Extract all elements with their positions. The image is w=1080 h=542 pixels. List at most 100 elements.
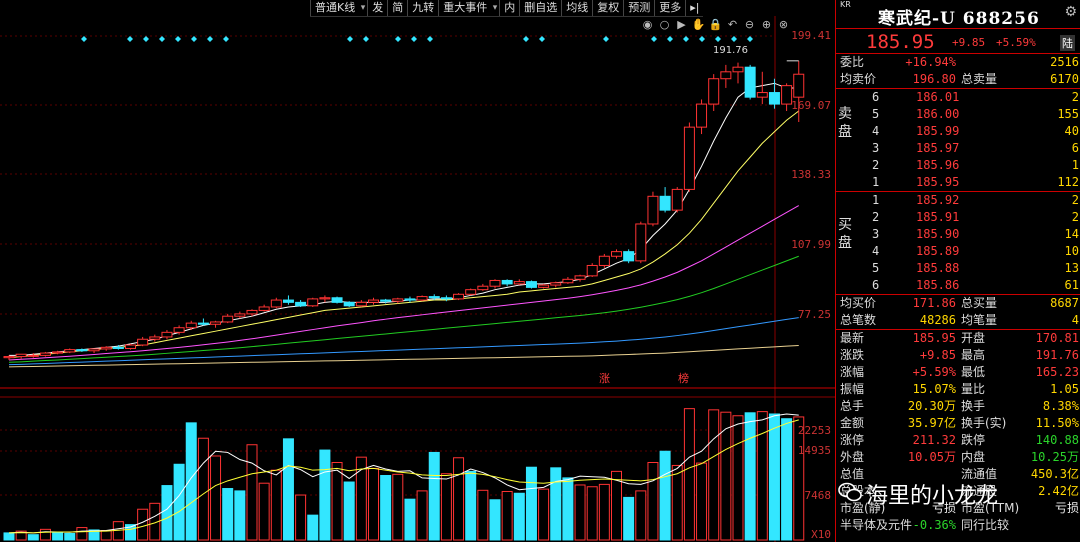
stats-row: 涨幅 +5.59% 最低 165.23 (836, 364, 1080, 381)
close-icon[interactable]: ⊗ (778, 18, 789, 31)
volume-tick-label: 22253 (797, 424, 831, 437)
buys-level-row[interactable]: 5 185.88 13 (836, 260, 1080, 277)
zoom-out-icon[interactable]: ⊖ (744, 18, 755, 31)
volume-bar (137, 508, 149, 541)
stats-label: 流通股 (961, 484, 998, 498)
sells-volume: 1 (1071, 158, 1079, 172)
summary1-label: 均卖价 (840, 72, 877, 86)
stats-value: 亏损 (1054, 501, 1079, 515)
signal-diamond-marker (395, 36, 401, 42)
candle-body (307, 298, 319, 307)
buys-volume: 14 (1064, 227, 1079, 241)
buys-level: 4 (872, 244, 880, 258)
hand-icon[interactable]: ✋ (691, 18, 706, 31)
remove-watchlist-button[interactable]: 删自选 (519, 0, 561, 16)
candle-body (210, 321, 222, 325)
kline-chart-area[interactable]: 普通K线 发 简 九转 重大事件 内 删自选 均线 复权 预测 更多 ▸| ◉ … (0, 0, 835, 542)
signal-diamond-marker (175, 36, 181, 42)
signal-bang-marker[interactable]: 榜 (678, 372, 689, 385)
stats-row: 涨跌 +9.85 最高 191.76 (836, 347, 1080, 364)
stats-label: 开盘 (961, 331, 986, 345)
volume-bar (270, 469, 282, 541)
toolbar-jiuzhuan[interactable]: 九转 (407, 0, 438, 16)
stats-label: 涨停 (840, 433, 865, 447)
kline-type-dropdown[interactable]: 普通K线 (310, 0, 367, 16)
zoom-in-icon[interactable]: ⊕ (761, 18, 772, 31)
summary1-row: 均卖价 196.80 总卖量 6170 (836, 71, 1080, 88)
stats-label: 市盈(TTM) (961, 501, 1020, 515)
volume-ma-line (8, 413, 799, 534)
sells-level-row[interactable]: 4 185.99 40 (836, 123, 1080, 140)
signal-diamond-marker (539, 36, 545, 42)
signal-zhang-marker[interactable]: 涨 (599, 372, 610, 385)
eye-icon[interactable]: ◉ (642, 18, 653, 31)
candle-body (392, 298, 404, 302)
sells-level-row[interactable]: 2 185.96 1 (836, 157, 1080, 174)
candle-body (15, 353, 27, 358)
volume-bar (453, 457, 465, 541)
play-icon[interactable]: ▶ (677, 18, 686, 31)
toolbar-jian[interactable]: 简 (387, 0, 407, 16)
toolbar-nei[interactable]: 内 (499, 0, 519, 16)
signal-diamond-marker (427, 36, 433, 42)
stats-label: 最高 (961, 348, 986, 362)
candle-body (52, 351, 64, 354)
candle-body (586, 264, 598, 277)
sells-level-row[interactable]: 6 186.01 2 (836, 89, 1080, 106)
volume-tick-label: 14935 (797, 444, 831, 457)
signal-diamond-marker (603, 36, 609, 42)
volume-bar (39, 528, 51, 541)
buys-level: 6 (872, 278, 880, 292)
toolbar-end-button[interactable]: ▸| (685, 0, 703, 16)
kline-svg[interactable] (0, 0, 835, 542)
candle-body (76, 349, 88, 352)
sells-level-row[interactable]: 5 186.00 155 (836, 106, 1080, 123)
candle-body (380, 299, 392, 302)
buys-price: 185.90 (916, 227, 960, 241)
buys-level-row[interactable]: 2 185.91 2 (836, 209, 1080, 226)
moving-average-button[interactable]: 均线 (561, 0, 592, 16)
volume-bar (125, 524, 136, 541)
stats-value: 亏损 (931, 501, 956, 515)
stats-row: 市盈(静) 亏损 市盈(TTM) 亏损 (836, 500, 1080, 517)
board-badge: 陆 (1060, 35, 1075, 51)
volume-bar (550, 467, 562, 541)
candle-body (137, 338, 149, 346)
buys-level-row[interactable]: 4 185.89 10 (836, 243, 1080, 260)
summary2-value: 8687 (1050, 296, 1079, 310)
signal-diamond-marker (651, 36, 657, 42)
candle-body (453, 293, 465, 300)
more-button[interactable]: 更多 (654, 0, 685, 16)
buys-level-row[interactable]: 1 185.92 2 (836, 192, 1080, 209)
volume-bar (100, 530, 112, 541)
circle-icon[interactable]: ○ (659, 18, 670, 31)
volume-bar (440, 473, 452, 541)
sells-price: 186.00 (916, 107, 960, 121)
summary1-value: 6170 (1050, 72, 1079, 86)
watermark-text: 海里的小龙龙 (866, 484, 999, 509)
toolbar-fa[interactable]: 发 (367, 0, 387, 16)
signal-diamond-marker (699, 36, 705, 42)
volume-bar (574, 484, 586, 541)
volume-bar (197, 437, 209, 541)
lock-icon[interactable]: 🔒 (708, 18, 723, 31)
undo-icon[interactable]: ↶ (727, 18, 738, 31)
summary1-value: 196.80 (912, 72, 956, 86)
forecast-button[interactable]: 预测 (623, 0, 654, 16)
volume-bar (173, 463, 185, 541)
sells-level: 4 (872, 124, 880, 138)
sells-level-row[interactable]: 1 185.95 112 (836, 174, 1080, 191)
sells-level-row[interactable]: 3 185.97 6 (836, 140, 1080, 157)
adjust-button[interactable]: 复权 (592, 0, 623, 16)
gear-icon[interactable]: ⚙ (1064, 4, 1077, 20)
stats-value: 35.97亿 (907, 416, 956, 430)
volume-bar (683, 408, 695, 541)
volume-bar (525, 466, 537, 541)
stats-value: 140.88 (1035, 433, 1079, 447)
price-tick-label: 138.33 (791, 168, 831, 181)
buys-level-row[interactable]: 3 185.90 14 (836, 226, 1080, 243)
volume-bar (246, 444, 258, 541)
buys-level-row[interactable]: 6 185.86 61 (836, 277, 1080, 294)
major-events-dropdown[interactable]: 重大事件 (438, 0, 499, 16)
buys-volume: 10 (1064, 244, 1079, 258)
